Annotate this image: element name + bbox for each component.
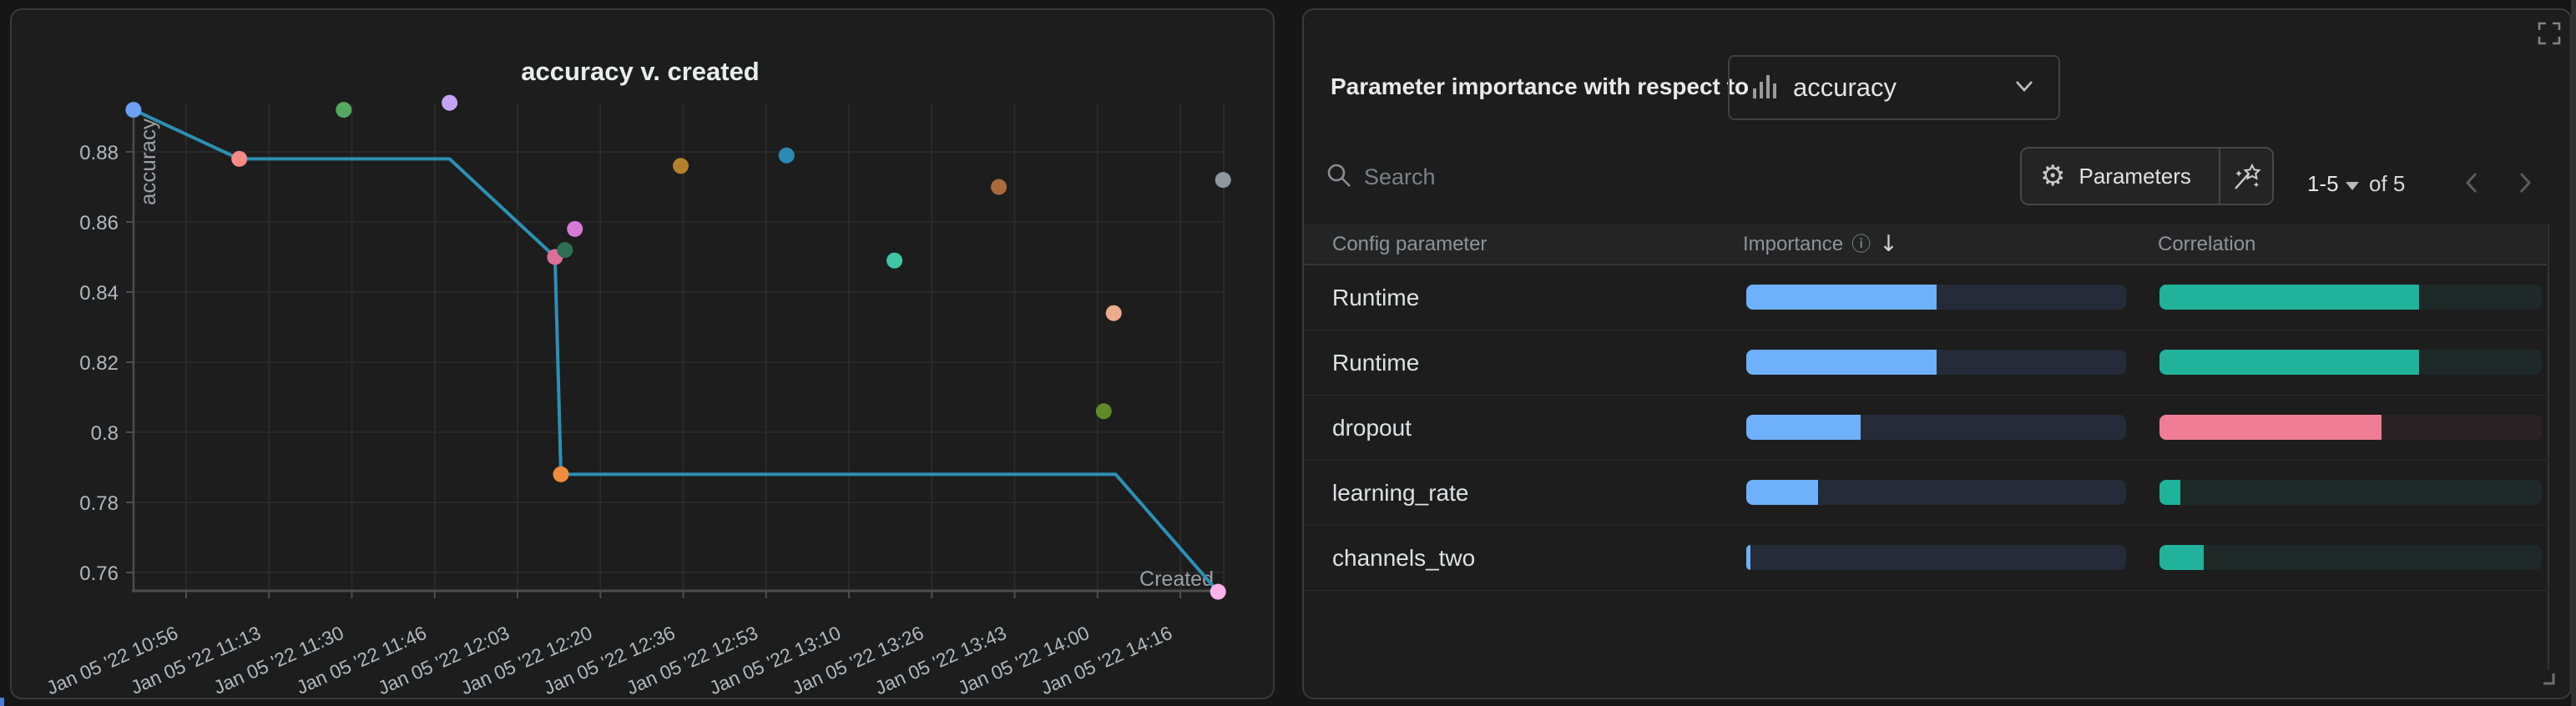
importance-bar-track: [1746, 545, 2126, 570]
y-tick-label: 0.88: [79, 142, 119, 164]
data-point[interactable]: [1105, 305, 1122, 321]
button-divider: [2219, 149, 2220, 204]
importance-bar-fill: [1746, 545, 1750, 570]
metric-dropdown-value: accuracy: [1793, 73, 1897, 102]
y-tick-label: 0.8: [91, 422, 119, 445]
panel-heading: Parameter importance with respect to: [1331, 73, 1750, 99]
sort-descending-icon[interactable]: ↓: [1879, 231, 1898, 257]
x-axis-title: Created: [1139, 567, 1214, 591]
gear-icon: ⚙: [2040, 159, 2066, 193]
importance-bar-track: [1746, 415, 2126, 440]
data-point[interactable]: [553, 466, 569, 482]
config-parameter-label: Runtime: [1332, 350, 1420, 376]
parameters-button[interactable]: ⚙ Parameters: [2022, 149, 2219, 204]
table-row[interactable]: channels_two: [1304, 526, 2547, 591]
importance-bar-track: [1746, 480, 2126, 505]
data-point[interactable]: [557, 242, 573, 259]
previous-page-button[interactable]: [2461, 169, 2483, 201]
importance-bar-fill: [1746, 350, 1937, 375]
search-icon: [1326, 162, 1352, 193]
config-parameter-label: channels_two: [1332, 545, 1476, 571]
correlation-bar-fill: [2159, 480, 2180, 505]
parameter-importance-panel: Parameter importance with respect to acc…: [1302, 8, 2572, 699]
data-point[interactable]: [567, 220, 583, 237]
y-tick-label: 0.78: [79, 492, 119, 515]
page-range-dropdown[interactable]: 1-5: [2307, 171, 2359, 197]
correlation-bar-track: [2159, 480, 2542, 505]
next-page-button[interactable]: [2514, 169, 2536, 201]
parameters-button-label: Parameters: [2078, 163, 2191, 189]
y-axis-title: accuracy: [135, 119, 160, 205]
importance-bar-fill: [1746, 480, 1818, 505]
data-point[interactable]: [336, 102, 352, 119]
table-row[interactable]: Runtime: [1304, 330, 2547, 396]
panel-resize-grip[interactable]: [2538, 668, 2557, 691]
table-row[interactable]: learning_rate: [1304, 461, 2547, 526]
info-icon[interactable]: ⓘ: [1851, 234, 1871, 255]
correlation-bar-track: [2159, 545, 2542, 570]
table-row[interactable]: dropout: [1304, 396, 2547, 461]
data-point[interactable]: [1215, 172, 1231, 189]
table-header-row: Config parameter Importance ⓘ ↓ Correlat…: [1304, 224, 2547, 265]
chart-title: accuracy v. created: [521, 57, 760, 86]
importance-bar-track: [1746, 350, 2126, 375]
config-parameter-label: learning_rate: [1332, 480, 1469, 506]
y-tick-label: 0.82: [79, 352, 119, 375]
data-point[interactable]: [673, 158, 689, 174]
data-point[interactable]: [886, 252, 903, 269]
correlation-bar-fill: [2159, 350, 2419, 375]
correlation-bar-fill: [2159, 285, 2419, 310]
table-right-divider: [2548, 224, 2549, 669]
table-row[interactable]: Runtime: [1304, 265, 2547, 330]
column-chart-icon: [1751, 72, 1776, 104]
importance-bar-fill: [1746, 285, 1937, 310]
column-header-config-parameter[interactable]: Config parameter: [1332, 233, 1488, 255]
data-point[interactable]: [125, 102, 142, 119]
data-point[interactable]: [1210, 583, 1226, 600]
search-input[interactable]: [1364, 164, 1765, 190]
correlation-bar-track: [2159, 415, 2542, 440]
y-tick-label: 0.86: [79, 212, 119, 234]
importance-bar-track: [1746, 285, 2126, 310]
y-tick-label: 0.76: [79, 562, 119, 585]
caret-down-icon: [2345, 181, 2359, 190]
column-header-importance[interactable]: Importance ⓘ ↓: [1743, 224, 1898, 265]
page-scrollbar[interactable]: [2571, 0, 2576, 706]
page-range-label: 1-5: [2307, 171, 2339, 196]
metric-dropdown[interactable]: accuracy: [1728, 55, 2060, 120]
correlation-bar-track: [2159, 285, 2542, 310]
data-point[interactable]: [778, 147, 795, 164]
run-color-edge-artifact: [0, 698, 4, 706]
data-point[interactable]: [442, 94, 458, 111]
search-box[interactable]: [1326, 162, 1793, 193]
correlation-bar-fill: [2159, 545, 2204, 570]
accuracy-chart-panel: accuracy v. created 0.88 0.86 0.84 0.82 0.8 0…: [10, 8, 1275, 699]
data-point[interactable]: [991, 179, 1008, 195]
magic-wand-button[interactable]: [2220, 149, 2272, 204]
trend-line: [133, 108, 1220, 593]
column-header-correlation[interactable]: Correlation: [2158, 233, 2256, 255]
importance-bar-fill: [1746, 415, 1861, 440]
config-parameter-label: Runtime: [1332, 285, 1420, 310]
correlation-bar-track: [2159, 350, 2542, 375]
config-parameter-label: dropout: [1332, 415, 1412, 441]
data-point[interactable]: [1095, 403, 1112, 420]
magic-wand-icon: [2235, 163, 2261, 189]
y-tick-label: 0.84: [79, 282, 119, 305]
correlation-bar-fill: [2159, 415, 2382, 440]
parameters-manage-button[interactable]: ⚙ Parameters: [2020, 147, 2274, 205]
fullscreen-icon[interactable]: [2538, 22, 2561, 45]
page-total-label: of 5: [2369, 171, 2406, 196]
data-point[interactable]: [231, 150, 248, 167]
chevron-down-icon: [2012, 78, 2037, 98]
